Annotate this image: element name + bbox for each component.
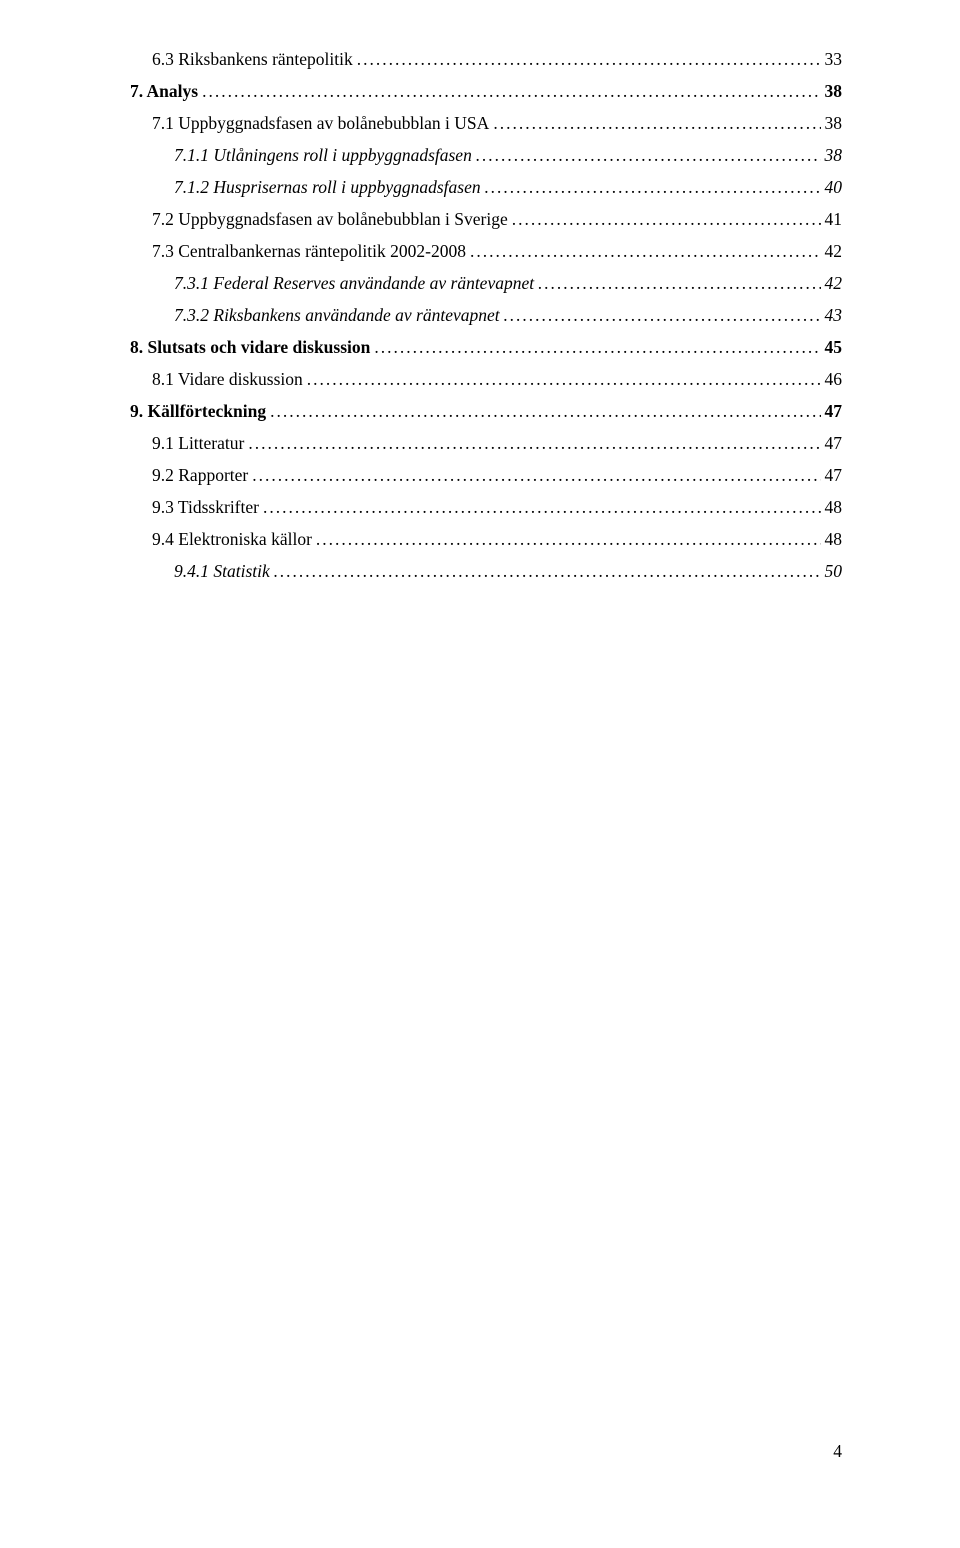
toc-label: 7.1.2 Husprisernas roll i uppbyggnadsfas… — [174, 177, 481, 198]
toc-page-number: 38 — [825, 145, 843, 166]
toc-entry: 9.4.1 Statistik 50 — [130, 561, 842, 582]
toc-leader-dots — [270, 401, 820, 422]
toc-label: 7. Analys — [130, 81, 198, 102]
toc-page-number: 33 — [825, 49, 843, 70]
toc-leader-dots — [493, 113, 820, 134]
toc-entry: 7.1.2 Husprisernas roll i uppbyggnadsfas… — [130, 177, 842, 198]
toc-page-number: 42 — [825, 241, 843, 262]
toc-leader-dots — [538, 273, 820, 294]
toc-label: 9.4.1 Statistik — [174, 561, 270, 582]
toc-leader-dots — [476, 145, 821, 166]
toc-entry: 7.2 Uppbyggnadsfasen av bolånebubblan i … — [130, 209, 842, 230]
table-of-contents: 6.3 Riksbankens räntepolitik 33 7. Analys 3… — [130, 49, 842, 582]
toc-leader-dots — [357, 49, 821, 70]
toc-label: 7.1.1 Utlåningens roll i uppbyggnadsfase… — [174, 145, 472, 166]
toc-leader-dots — [252, 465, 820, 486]
toc-entry: 9.3 Tidsskrifter 48 — [130, 497, 842, 518]
toc-entry: 7.3.2 Riksbankens användande av räntevap… — [130, 305, 842, 326]
toc-page-number: 43 — [825, 305, 843, 326]
toc-page-number: 47 — [825, 465, 843, 486]
toc-entry: 7.3.1 Federal Reserves användande av rän… — [130, 273, 842, 294]
toc-page-number: 47 — [825, 401, 843, 422]
toc-leader-dots — [202, 81, 820, 102]
toc-label: 7.1 Uppbyggnadsfasen av bolånebubblan i … — [152, 113, 489, 134]
toc-entry: 9.2 Rapporter 47 — [130, 465, 842, 486]
toc-label: 7.3 Centralbankernas räntepolitik 2002-2… — [152, 241, 466, 262]
toc-entry: 9.4 Elektroniska källor 48 — [130, 529, 842, 550]
page-number: 4 — [833, 1441, 842, 1462]
toc-page: 6.3 Riksbankens räntepolitik 33 7. Analys 3… — [0, 0, 960, 582]
toc-leader-dots — [485, 177, 821, 198]
toc-leader-dots — [248, 433, 820, 454]
toc-entry: 8.1 Vidare diskussion 46 — [130, 369, 842, 390]
toc-entry: 9. Källförteckning 47 — [130, 401, 842, 422]
toc-page-number: 47 — [825, 433, 843, 454]
toc-entry: 9.1 Litteratur 47 — [130, 433, 842, 454]
toc-entry: 8. Slutsats och vidare diskussion 45 — [130, 337, 842, 358]
toc-page-number: 41 — [825, 209, 843, 230]
toc-label: 7.2 Uppbyggnadsfasen av bolånebubblan i … — [152, 209, 508, 230]
toc-leader-dots — [470, 241, 821, 262]
toc-page-number: 48 — [825, 497, 843, 518]
toc-page-number: 45 — [825, 337, 843, 358]
toc-entry: 7.1.1 Utlåningens roll i uppbyggnadsfase… — [130, 145, 842, 166]
toc-entry: 7. Analys 38 — [130, 81, 842, 102]
toc-label: 9.1 Litteratur — [152, 433, 244, 454]
toc-entry: 7.1 Uppbyggnadsfasen av bolånebubblan i … — [130, 113, 842, 134]
toc-leader-dots — [316, 529, 821, 550]
toc-label: 9. Källförteckning — [130, 401, 266, 422]
toc-label: 6.3 Riksbankens räntepolitik — [152, 49, 353, 70]
toc-entry: 7.3 Centralbankernas räntepolitik 2002-2… — [130, 241, 842, 262]
toc-page-number: 48 — [825, 529, 843, 550]
toc-label: 7.3.1 Federal Reserves användande av rän… — [174, 273, 534, 294]
toc-label: 8.1 Vidare diskussion — [152, 369, 303, 390]
toc-leader-dots — [274, 561, 821, 582]
toc-leader-dots — [374, 337, 820, 358]
toc-label: 9.2 Rapporter — [152, 465, 248, 486]
toc-label: 7.3.2 Riksbankens användande av räntevap… — [174, 305, 500, 326]
toc-page-number: 38 — [825, 113, 843, 134]
toc-page-number: 46 — [825, 369, 843, 390]
toc-label: 9.4 Elektroniska källor — [152, 529, 312, 550]
toc-page-number: 42 — [825, 273, 843, 294]
toc-page-number: 38 — [825, 81, 843, 102]
toc-leader-dots — [504, 305, 821, 326]
toc-page-number: 50 — [825, 561, 843, 582]
toc-leader-dots — [307, 369, 821, 390]
toc-entry: 6.3 Riksbankens räntepolitik 33 — [130, 49, 842, 70]
toc-label: 9.3 Tidsskrifter — [152, 497, 259, 518]
toc-leader-dots — [512, 209, 821, 230]
toc-leader-dots — [263, 497, 821, 518]
toc-label: 8. Slutsats och vidare diskussion — [130, 337, 370, 358]
toc-page-number: 40 — [825, 177, 843, 198]
